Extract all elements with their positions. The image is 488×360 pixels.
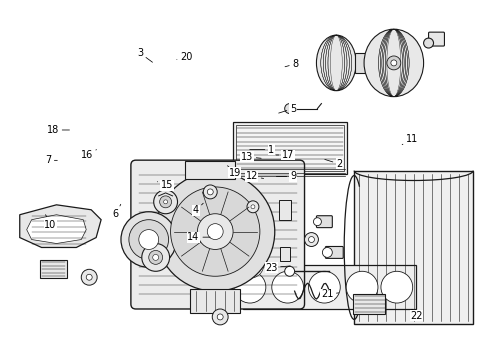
Bar <box>235 125 343 171</box>
Text: 17: 17 <box>275 150 294 160</box>
Bar <box>185 161 235 179</box>
Bar <box>352 294 384 314</box>
Circle shape <box>203 185 217 199</box>
Polygon shape <box>27 215 86 243</box>
Text: 8: 8 <box>285 59 298 69</box>
Text: 11: 11 <box>401 134 417 145</box>
Ellipse shape <box>308 271 340 303</box>
Circle shape <box>207 224 223 239</box>
Circle shape <box>386 56 400 70</box>
Text: 23: 23 <box>264 262 290 273</box>
Bar <box>353 171 472 324</box>
Bar <box>279 247 289 261</box>
Bar <box>296 282 325 300</box>
Text: 19: 19 <box>227 166 241 178</box>
Text: 20: 20 <box>177 52 192 62</box>
Ellipse shape <box>194 251 222 278</box>
Text: 2: 2 <box>324 159 342 169</box>
Circle shape <box>322 247 332 257</box>
Ellipse shape <box>380 271 412 303</box>
Bar <box>190 289 240 314</box>
Circle shape <box>153 190 177 214</box>
Circle shape <box>304 233 318 247</box>
Circle shape <box>246 201 258 213</box>
Circle shape <box>86 274 92 280</box>
Text: 15: 15 <box>157 180 173 190</box>
Circle shape <box>142 243 169 271</box>
Text: 21: 21 <box>320 289 338 299</box>
Text: 22: 22 <box>409 309 422 321</box>
Text: 3: 3 <box>137 48 152 62</box>
Text: 10: 10 <box>44 215 57 230</box>
Circle shape <box>148 251 163 264</box>
Circle shape <box>250 205 254 209</box>
Circle shape <box>217 314 223 320</box>
Text: 7: 7 <box>45 156 57 165</box>
Ellipse shape <box>236 251 264 278</box>
Circle shape <box>390 60 396 66</box>
Text: 13: 13 <box>240 152 261 162</box>
Circle shape <box>284 104 294 113</box>
Text: 1: 1 <box>249 145 274 155</box>
Ellipse shape <box>316 35 355 91</box>
Circle shape <box>170 187 259 276</box>
Text: 9: 9 <box>276 171 295 181</box>
Bar <box>194 246 265 283</box>
Ellipse shape <box>346 271 377 303</box>
Circle shape <box>129 220 168 260</box>
Circle shape <box>284 266 294 276</box>
Text: 14: 14 <box>187 232 210 242</box>
Text: 5: 5 <box>278 104 296 113</box>
Circle shape <box>423 38 433 48</box>
Text: 4: 4 <box>193 203 203 215</box>
Bar <box>278 200 290 220</box>
Bar <box>354 53 372 73</box>
Text: 12: 12 <box>245 171 263 181</box>
Circle shape <box>121 212 176 267</box>
Bar <box>242 265 415 310</box>
Ellipse shape <box>234 271 265 303</box>
Circle shape <box>197 214 233 249</box>
FancyBboxPatch shape <box>325 247 343 258</box>
Circle shape <box>160 196 171 208</box>
Polygon shape <box>20 205 101 247</box>
FancyBboxPatch shape <box>316 216 332 228</box>
FancyBboxPatch shape <box>427 32 444 46</box>
Text: 18: 18 <box>47 125 69 135</box>
Circle shape <box>163 200 167 204</box>
Circle shape <box>207 189 213 195</box>
Text: 16: 16 <box>81 150 96 160</box>
Ellipse shape <box>271 271 303 303</box>
Ellipse shape <box>364 29 423 96</box>
Text: 6: 6 <box>113 204 121 219</box>
Circle shape <box>212 309 228 325</box>
Circle shape <box>308 237 314 243</box>
Circle shape <box>152 255 158 260</box>
Bar <box>40 260 67 278</box>
Bar <box>232 122 346 174</box>
Circle shape <box>139 230 158 249</box>
Circle shape <box>313 218 321 226</box>
Circle shape <box>81 269 97 285</box>
FancyBboxPatch shape <box>131 160 304 309</box>
Circle shape <box>155 172 274 291</box>
